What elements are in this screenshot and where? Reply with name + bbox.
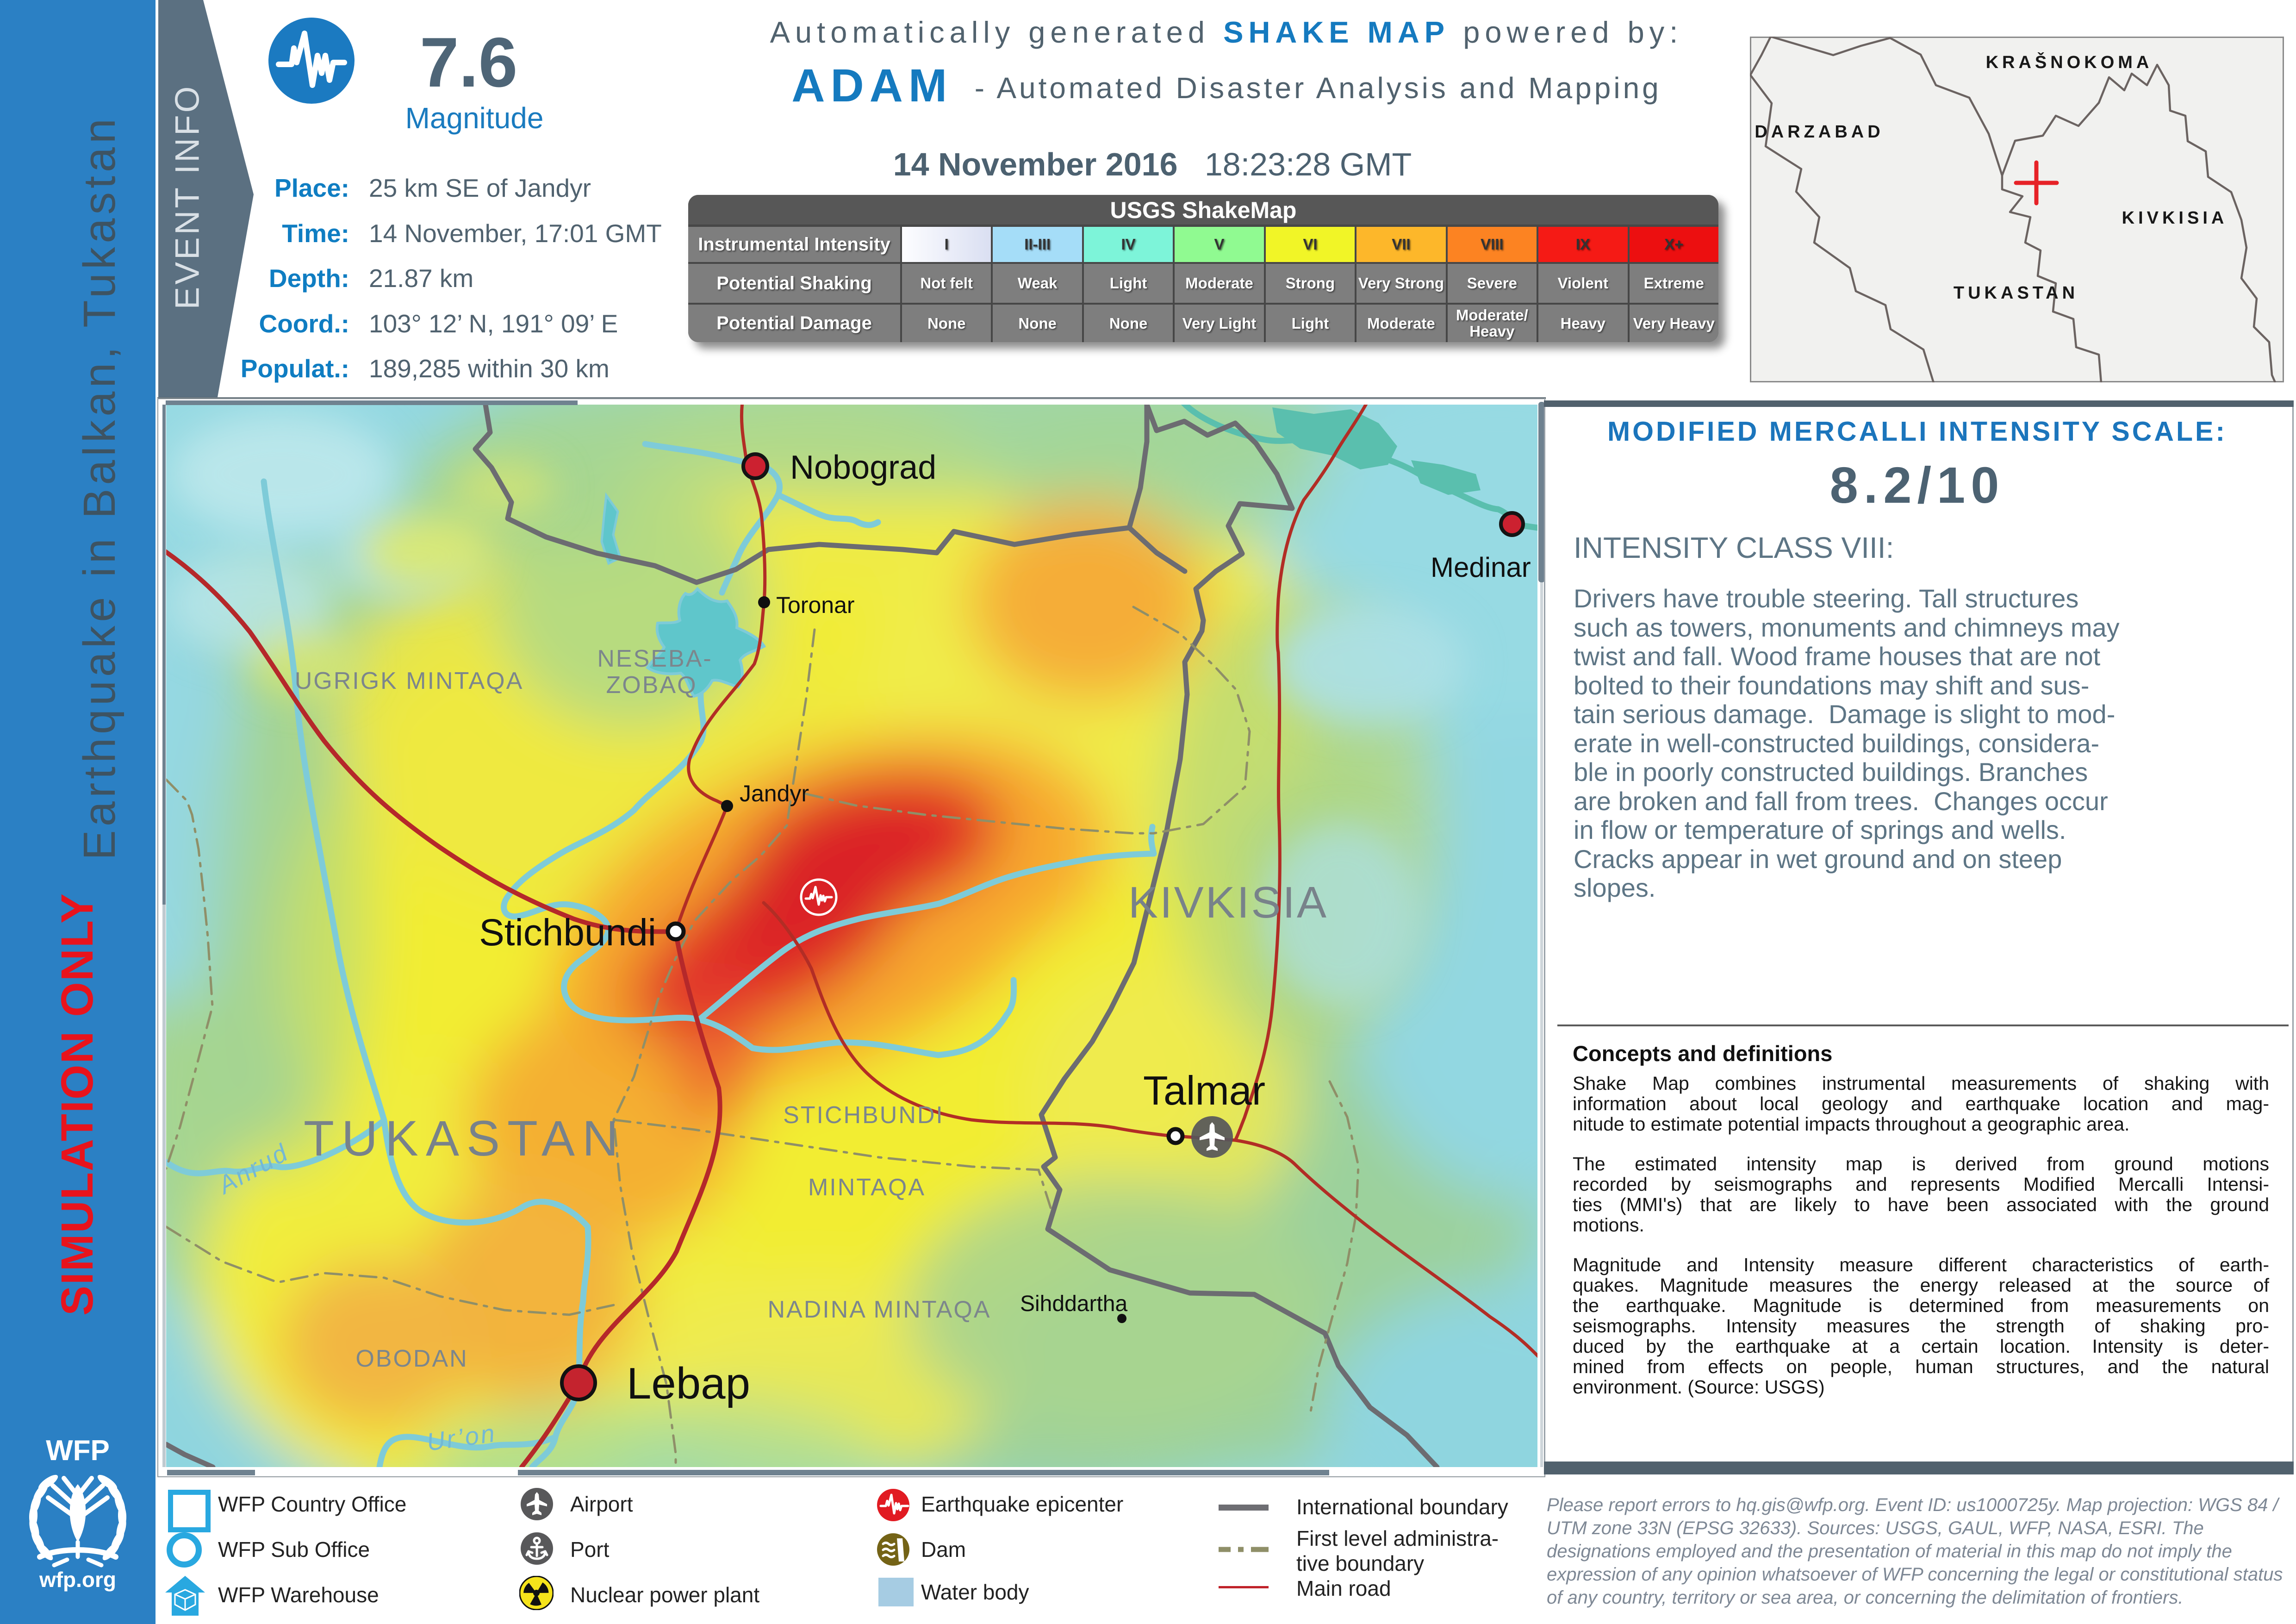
svg-text:Stichbundi: Stichbundi	[479, 912, 656, 954]
svg-text:NESEBA-: NESEBA-	[597, 645, 712, 672]
svg-text:OBODAN: OBODAN	[355, 1345, 468, 1372]
svg-text:KIVKISIA: KIVKISIA	[1128, 878, 1328, 927]
svg-text:Jandyr: Jandyr	[740, 781, 809, 806]
svg-text:KIVKISIA: KIVKISIA	[2122, 208, 2228, 228]
svg-text:Medinar: Medinar	[1431, 552, 1531, 583]
svg-text:TUKASTAN: TUKASTAN	[1954, 283, 2078, 303]
svg-text:ZOBAQ: ZOBAQ	[606, 672, 697, 699]
svg-text:Nobograd: Nobograd	[790, 449, 936, 486]
svg-text:STICHBUNDI: STICHBUNDI	[783, 1102, 944, 1129]
svg-text:Toronar: Toronar	[776, 592, 855, 618]
svg-text:TUKASTAN: TUKASTAN	[304, 1110, 626, 1166]
svg-text:MINTAQA: MINTAQA	[808, 1174, 926, 1201]
svg-text:KRAŠNOKOMA: KRAŠNOKOMA	[1986, 51, 2153, 72]
svg-text:Lebap: Lebap	[627, 1359, 750, 1408]
svg-text:NADINA MINTAQA: NADINA MINTAQA	[767, 1296, 991, 1323]
svg-text:UGRIGK MINTAQA: UGRIGK MINTAQA	[295, 668, 524, 694]
svg-text:Sihddartha: Sihddartha	[1020, 1292, 1127, 1316]
svg-text:Talmar: Talmar	[1143, 1068, 1265, 1113]
svg-text:DARZABAD: DARZABAD	[1755, 122, 1884, 142]
